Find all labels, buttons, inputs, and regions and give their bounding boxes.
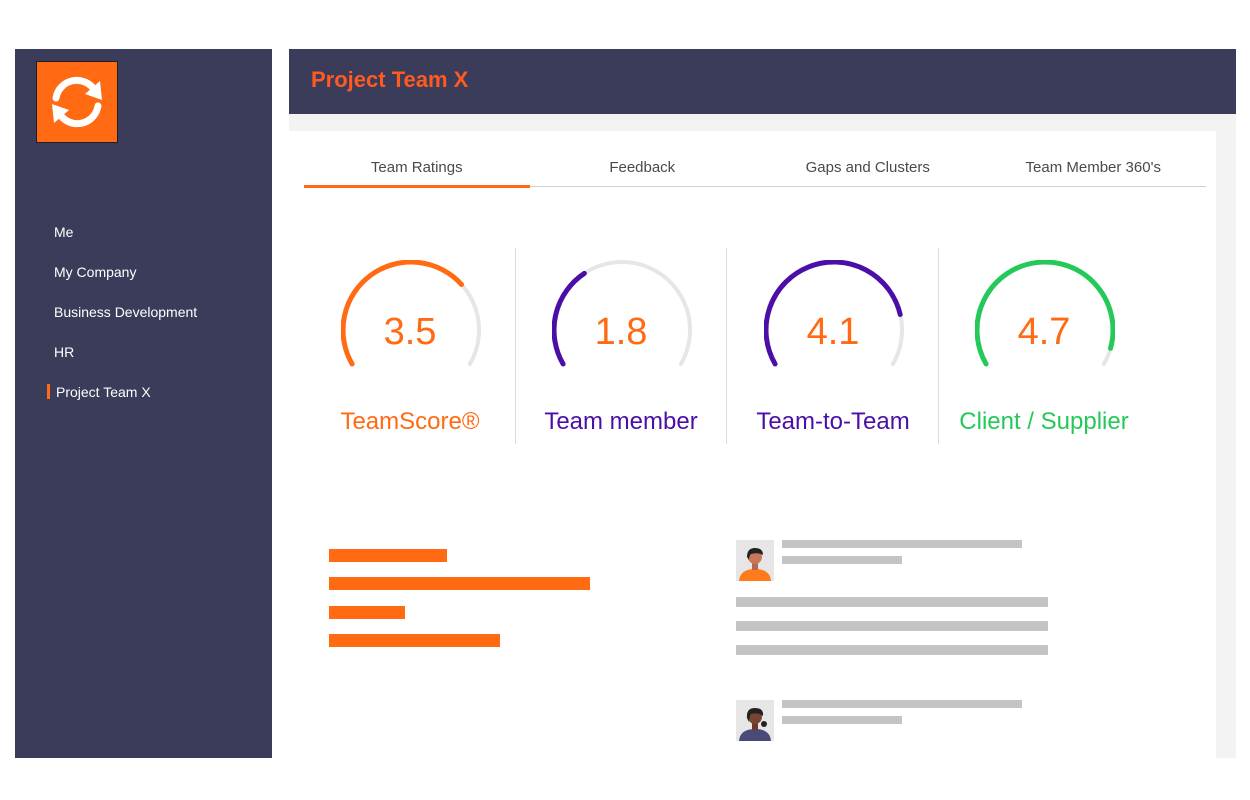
avatar [736, 540, 774, 581]
tab-bar: Team Ratings Feedback Gaps and Clusters … [304, 149, 1206, 188]
tab-team-ratings[interactable]: Team Ratings [304, 149, 530, 188]
placeholder-bar [329, 606, 405, 619]
avatar [736, 700, 774, 741]
page-title: Project Team X [311, 67, 469, 92]
person-purple-icon [739, 708, 771, 741]
gauge-label: Team member [544, 408, 698, 435]
placeholder-line [782, 556, 902, 564]
gauge-fill [552, 270, 587, 367]
placeholder-line [736, 597, 1048, 607]
sidebar-item-hr[interactable]: HR [54, 344, 75, 360]
gauge-row: 3.5 TeamScore® 1.8 Team member 4.1 Team-… [304, 248, 1176, 448]
sidebar-item-project-team-x[interactable]: Project Team X [46, 383, 197, 423]
divider [938, 248, 939, 444]
gauge-label: Team-to-Team [756, 408, 910, 435]
gauge-team-member[interactable]: 1.8 Team member [515, 248, 727, 448]
gauge-dial [764, 260, 904, 367]
placeholder-line [782, 540, 1022, 548]
gauge-value: 1.8 [594, 311, 648, 353]
gauge-teamscore[interactable]: 3.5 TeamScore® [304, 248, 516, 448]
page-header: Project Team X [289, 49, 1236, 114]
gauge-value: 3.5 [383, 311, 437, 353]
tab-gaps-and-clusters[interactable]: Gaps and Clusters [805, 159, 930, 176]
gauge-label: TeamScore® [340, 408, 480, 435]
gauge-value: 4.7 [1017, 311, 1071, 353]
sidebar-nav: Me My Company Business Development HR Pr… [46, 223, 198, 423]
gauge-value: 4.1 [806, 311, 860, 353]
divider [726, 248, 727, 444]
divider [515, 248, 516, 444]
person-orange-icon [739, 548, 771, 581]
placeholder-bar [329, 634, 500, 647]
gauge-team-to-team[interactable]: 4.1 Team-to-Team [727, 248, 939, 448]
logo[interactable] [36, 61, 118, 143]
tab-feedback[interactable]: Feedback [609, 159, 676, 176]
gauge-fill [975, 260, 1115, 367]
gauge-dial [975, 260, 1115, 367]
gauge-client-supplier[interactable]: 4.7 Client / Supplier [938, 248, 1150, 448]
placeholder-bar [329, 577, 590, 590]
refresh-arrows-icon [52, 76, 102, 128]
sidebar: Me My Company Business Development HR Pr… [15, 49, 272, 758]
placeholder-line [736, 645, 1048, 655]
sidebar-item-business-development[interactable]: Business Development [54, 304, 198, 320]
placeholder-line [782, 700, 1022, 708]
gauge-dial [341, 260, 481, 367]
sidebar-item-me[interactable]: Me [54, 224, 74, 240]
placeholder-bar [329, 549, 447, 562]
gauge-dial [552, 260, 692, 367]
placeholder-line [782, 716, 902, 724]
main-panel: Team Ratings Feedback Gaps and Clusters … [289, 131, 1216, 758]
sidebar-item-my-company[interactable]: My Company [54, 264, 137, 280]
gauge-fill [764, 260, 903, 367]
tab-team-member-360s[interactable]: Team Member 360's [1025, 159, 1161, 176]
gauge-label: Client / Supplier [959, 408, 1129, 435]
placeholder-line [736, 621, 1048, 631]
gauge-fill [341, 260, 465, 367]
